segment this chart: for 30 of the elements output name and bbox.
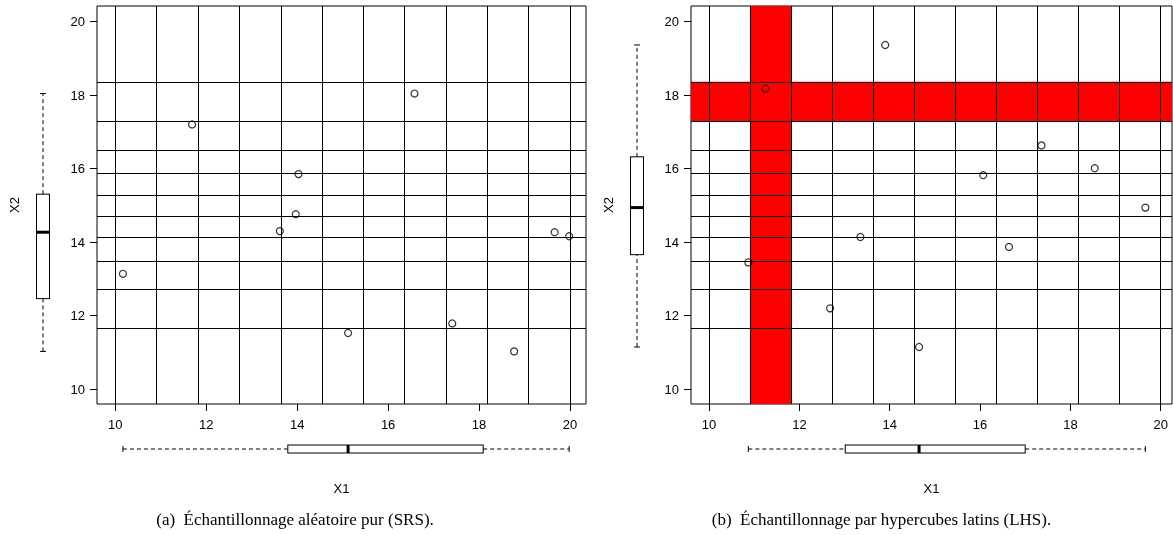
x-axis-title: X1: [923, 481, 940, 496]
x-tick-label: 10: [107, 417, 123, 432]
y-tick-label: 14: [70, 234, 85, 250]
y-tick-label: 18: [70, 87, 85, 103]
x-tick-label: 18: [471, 417, 487, 432]
x-tick-label: 20: [1153, 417, 1168, 432]
y-tick-label: 10: [664, 381, 679, 397]
x-tick-label: 14: [882, 417, 897, 432]
y-tick-label: 10: [70, 381, 85, 397]
y-tick-label: 16: [70, 161, 85, 177]
x-tick-label: 16: [972, 417, 988, 432]
x-tick-label: 20: [562, 417, 578, 432]
text: (b) Échantillonnage par hypercubes latins (LHS).: [711, 510, 1052, 529]
x-tick-label: 18: [1063, 417, 1078, 432]
x-axis-title: X1: [333, 481, 350, 496]
y-tick-label: 16: [664, 161, 679, 177]
y-tick-label: 20: [664, 13, 679, 29]
y-tick-label: 18: [664, 87, 679, 103]
y-tick-label: 20: [70, 13, 85, 29]
y-tick-label: 14: [664, 234, 679, 250]
y-tick-label: 12: [664, 308, 679, 324]
y-tick-label: 12: [70, 308, 85, 324]
x-tick-label: 14: [289, 417, 305, 432]
x-tick-label: 12: [792, 417, 807, 432]
y-axis-title: X2: [7, 197, 22, 213]
x-tick-label: 16: [380, 417, 396, 432]
x-tick-label: 12: [198, 417, 214, 432]
x-tick-label: 10: [701, 417, 717, 432]
text: (a) Échantillonnage aléatoire pur (SRS).: [156, 510, 434, 529]
y-axis-title: X2: [601, 197, 616, 213]
